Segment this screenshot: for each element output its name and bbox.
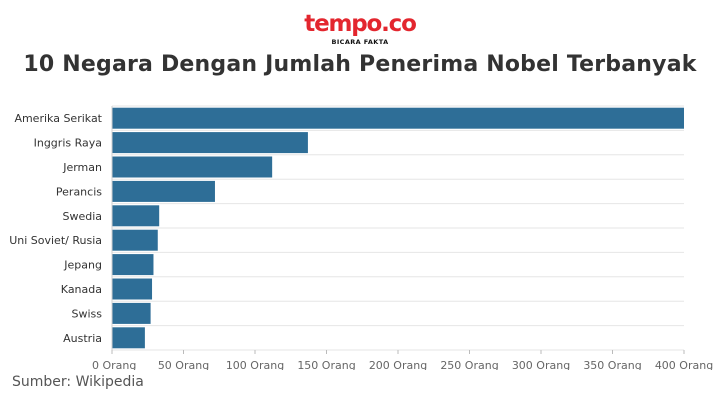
logo-wordmark: tempo.co [304,11,417,37]
x-tick-label: 350 Orang [583,359,641,370]
category-label: Swiss [72,307,103,320]
gridlines [112,105,684,351]
category-label: Jepang [63,259,102,272]
x-tick-label: 300 Orang [512,359,570,370]
logo-tagline: BICARA FAKTA [331,38,389,46]
category-label: Kanada [61,283,102,296]
x-tick-label: 200 Orang [369,359,427,370]
category-labels: Amerika Serikat Inggris Raya Jerman Peranci… [9,112,102,345]
bar-kanada [112,278,153,300]
category-label: Austria [63,332,102,345]
source-note: Sumber: Wikipedia [12,374,144,390]
x-tick-label: 150 Orang [297,359,355,370]
bars [112,107,684,349]
bar-swiss [112,302,151,324]
chart-title: 10 Negara Dengan Jumlah Penerima Nobel T… [23,52,697,77]
bar-perancis [112,180,215,202]
bar-amerika-serikat [112,107,684,129]
x-tick-label: 400 Orang [655,359,713,370]
bar-inggris-raya [112,132,308,154]
bar-swedia [112,205,160,227]
brand-logo: tempo.co BICARA FAKTA [0,12,720,47]
category-label: Jerman [62,161,102,174]
bar-chart: Amerika Serikat Inggris Raya Jerman Peranci… [9,105,713,370]
x-tick-label: 100 Orang [226,359,284,370]
category-label: Swedia [62,210,102,223]
category-label: Inggris Raya [34,137,102,150]
bar-jepang [112,254,154,276]
category-label: Uni Soviet/ Rusia [9,234,102,247]
x-tick-label: 50 Orang [158,359,209,370]
category-label: Perancis [56,185,102,198]
bar-austria [112,327,145,349]
category-label: Amerika Serikat [14,112,102,125]
bar-uni-soviet-rusia [112,229,158,251]
x-tick-label: 0 Orang [92,359,136,370]
x-axis-tick-labels: 0 Orang 50 Orang 100 Orang 150 Orang 200 Ora… [92,106,713,370]
x-tick-label: 250 Orang [440,359,498,370]
bar-jerman [112,156,273,178]
